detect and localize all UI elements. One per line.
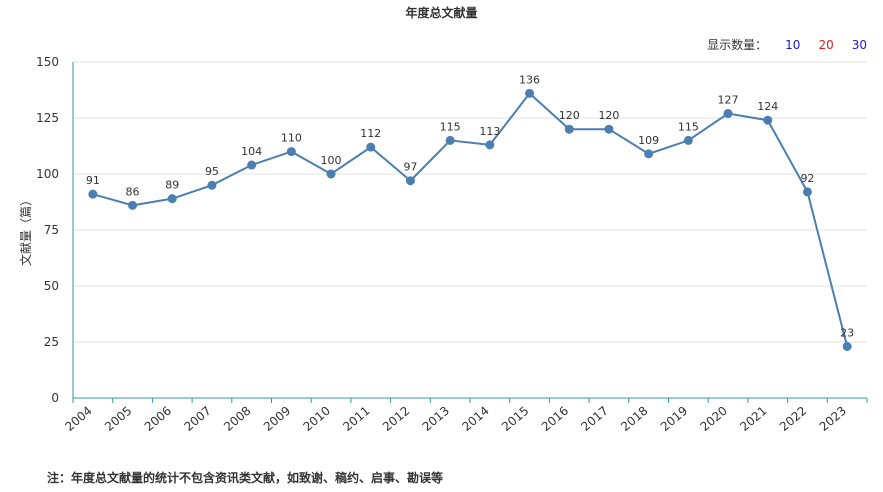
y-tick-label: 25: [44, 335, 59, 349]
y-tick-label: 0: [51, 391, 59, 405]
x-tick-label: 2006: [142, 404, 174, 434]
x-tick-label: 2011: [340, 404, 372, 434]
x-tick-label: 2017: [578, 404, 610, 434]
data-label: 110: [281, 132, 302, 145]
x-tick-label: 2018: [618, 404, 650, 434]
footnote: 注：年度总文献量的统计不包含资讯类文献，如致谢、稿约、启事、勘误等: [47, 471, 444, 485]
y-tick-label: 150: [36, 55, 59, 69]
data-point: [763, 115, 773, 125]
y-tick-label: 125: [36, 111, 59, 125]
x-tick-label: 2009: [261, 404, 293, 434]
data-point: [604, 124, 614, 134]
data-point: [683, 135, 693, 145]
data-point: [207, 180, 217, 190]
data-label: 91: [86, 174, 100, 187]
y-tick-label: 50: [44, 279, 59, 293]
x-tick-label: 2004: [62, 404, 94, 434]
data-label: 127: [718, 94, 739, 107]
data-point: [128, 200, 138, 210]
x-tick-label: 2015: [499, 404, 531, 434]
data-point: [286, 147, 296, 157]
data-label: 109: [638, 134, 659, 147]
data-label: 120: [598, 109, 619, 122]
x-tick-label: 2013: [420, 404, 452, 434]
data-label: 23: [840, 326, 854, 339]
x-tick-label: 2005: [102, 404, 134, 434]
count-option-30[interactable]: 30: [851, 37, 867, 52]
y-axis-label: 文献量（篇）: [18, 194, 33, 266]
x-tick-label: 2012: [380, 404, 412, 434]
data-point: [405, 176, 415, 186]
data-label: 92: [800, 172, 814, 185]
x-tick-label: 2020: [698, 404, 730, 434]
x-tick-label: 2008: [221, 404, 253, 434]
data-point: [644, 149, 654, 159]
x-tick-label: 2014: [459, 404, 491, 434]
data-label: 104: [241, 145, 262, 158]
data-point: [723, 109, 733, 119]
data-point: [525, 88, 535, 98]
count-option-20[interactable]: 20: [818, 37, 834, 52]
y-tick-label: 75: [44, 223, 59, 237]
data-label: 86: [126, 185, 140, 198]
display-count-label: 显示数量：: [707, 38, 768, 52]
data-label: 100: [321, 154, 342, 167]
display-count-control: 显示数量： 10 20 30: [707, 36, 867, 53]
x-tick-label: 2019: [658, 404, 690, 434]
x-tick-label: 2022: [777, 404, 809, 434]
data-point: [802, 187, 812, 197]
data-label: 115: [678, 120, 699, 133]
chart-title: 年度总文献量: [405, 6, 478, 20]
data-point: [564, 124, 574, 134]
axes: 0 25 50 75 100 125 150 2004 2005 2006 2007 2008 2009…: [36, 55, 868, 434]
x-tick-label: 2023: [817, 404, 849, 434]
series: [88, 88, 852, 351]
data-labels: 91 86 89 95 104 110 100 112 97 115 113 136 120 120 109…: [86, 73, 854, 339]
data-label: 115: [440, 120, 461, 133]
data-point: [445, 135, 455, 145]
data-label: 113: [479, 125, 500, 138]
data-label: 89: [165, 179, 179, 192]
data-label: 97: [403, 161, 417, 174]
data-label: 136: [519, 73, 540, 86]
x-tick-label: 2007: [181, 404, 213, 434]
data-point: [88, 189, 98, 199]
data-point: [366, 142, 376, 152]
data-point: [247, 160, 257, 170]
data-label: 124: [757, 100, 778, 113]
data-label: 120: [559, 109, 580, 122]
data-point: [167, 194, 177, 204]
x-tick-label: 2010: [301, 404, 333, 434]
x-tick-label: 2016: [539, 404, 571, 434]
data-point: [485, 140, 495, 150]
data-label: 112: [360, 127, 381, 140]
data-point: [842, 341, 852, 351]
grid-lines: [73, 61, 867, 343]
count-option-10[interactable]: 10: [785, 37, 801, 52]
x-tick-label: 2021: [737, 404, 769, 434]
data-label: 95: [205, 165, 219, 178]
series-line: [92, 91, 849, 347]
data-point: [326, 169, 336, 179]
y-tick-label: 100: [36, 167, 59, 181]
